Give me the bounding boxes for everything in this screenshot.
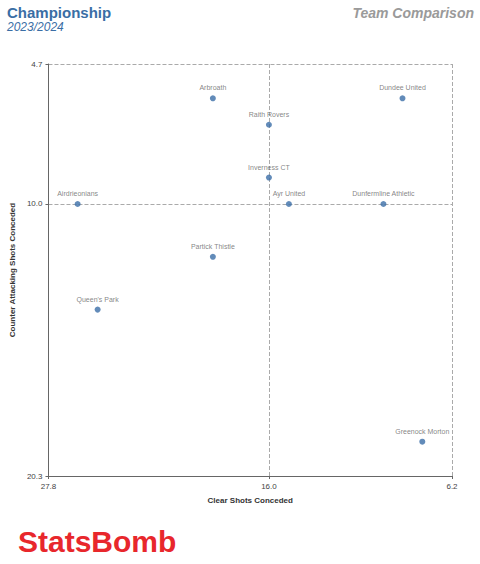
svg-text:Ayr United: Ayr United <box>273 190 306 198</box>
svg-text:Championship: Championship <box>7 4 111 21</box>
svg-text:Dunfermline Athletic: Dunfermline Athletic <box>352 190 415 197</box>
svg-text:27.8: 27.8 <box>41 482 57 491</box>
svg-text:Counter Attacking Shots Conced: Counter Attacking Shots Conceded <box>8 203 17 337</box>
svg-text:Arbroath: Arbroath <box>199 84 226 91</box>
svg-text:20.3: 20.3 <box>27 472 43 481</box>
svg-text:6.2: 6.2 <box>446 482 458 491</box>
svg-text:Queen's Park: Queen's Park <box>77 296 120 304</box>
svg-text:Clear Shots Conceded: Clear Shots Conceded <box>208 496 293 505</box>
svg-text:StatsBomb: StatsBomb <box>18 525 176 558</box>
svg-text:Partick Thistle: Partick Thistle <box>191 243 235 250</box>
svg-text:10.0: 10.0 <box>27 199 43 208</box>
svg-text:2023/2024: 2023/2024 <box>6 20 64 34</box>
svg-text:4.7: 4.7 <box>31 60 43 69</box>
svg-text:Greenock Morton: Greenock Morton <box>395 428 449 435</box>
svg-text:Raith Rovers: Raith Rovers <box>249 111 290 118</box>
svg-text:16.0: 16.0 <box>261 482 277 491</box>
svg-text:Dundee United: Dundee United <box>379 84 426 91</box>
svg-text:Airdrieonians: Airdrieonians <box>57 190 98 197</box>
svg-text:Team Comparison: Team Comparison <box>352 5 474 21</box>
svg-text:Inverness CT: Inverness CT <box>248 164 290 171</box>
